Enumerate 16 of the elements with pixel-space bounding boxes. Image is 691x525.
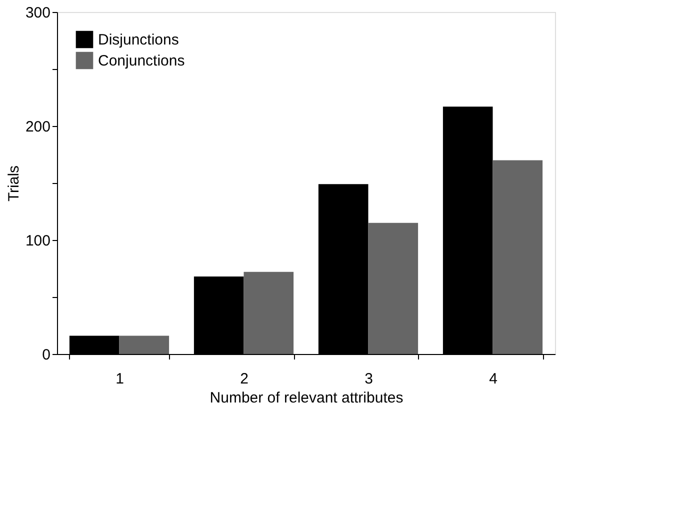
y-axis-title: Trials bbox=[5, 165, 22, 202]
bar bbox=[492, 160, 543, 354]
y-tick-label: 300 bbox=[25, 4, 50, 22]
x-tick-label: 4 bbox=[489, 370, 498, 388]
legend-label: Disjunctions bbox=[98, 32, 179, 48]
x-tick-label: 3 bbox=[364, 370, 373, 388]
x-tick-label: 1 bbox=[116, 370, 124, 388]
legend-label: Conjunctions bbox=[98, 52, 185, 70]
y-tick-label: 0 bbox=[42, 346, 50, 364]
x-axis-title: Number of relevant attributes bbox=[210, 390, 404, 406]
bar bbox=[368, 222, 418, 354]
y-tick-label: 100 bbox=[25, 232, 50, 250]
y-tick-label: 200 bbox=[25, 118, 50, 136]
x-tick-label: 2 bbox=[240, 370, 248, 388]
bar bbox=[119, 336, 170, 354]
bar bbox=[244, 272, 294, 354]
